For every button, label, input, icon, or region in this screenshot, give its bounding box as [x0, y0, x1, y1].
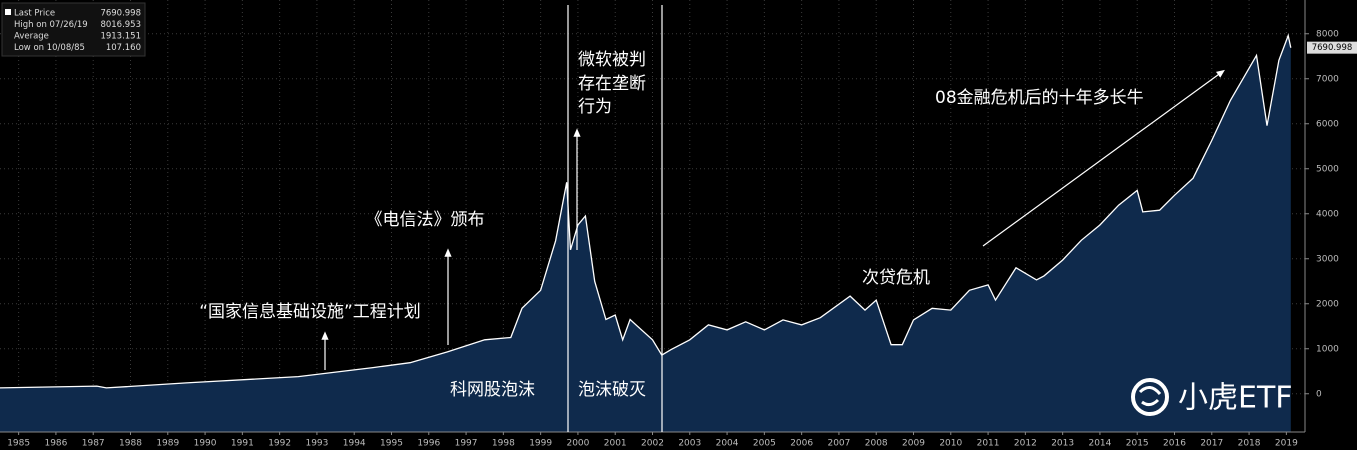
- x-tick-label: 1999: [529, 439, 552, 449]
- x-tick-label: 2000: [566, 439, 589, 449]
- x-tick-label: 2004: [716, 439, 739, 449]
- annotation: 科网股泡沫: [450, 380, 535, 400]
- area-fill: [0, 35, 1291, 432]
- x-tick-label: 2002: [641, 439, 664, 449]
- legend-value: 1913.151: [100, 32, 141, 42]
- x-tick-label: 2018: [1238, 439, 1261, 449]
- last-price-tag: [1307, 41, 1357, 54]
- x-tick-label: 1993: [305, 439, 328, 449]
- legend-name: Average: [14, 32, 49, 42]
- x-tick-label: 1986: [44, 439, 67, 449]
- annotation: “国家信息基础设施”工程计划: [199, 302, 421, 322]
- x-tick-label: 2014: [1088, 439, 1111, 449]
- arrow: [982, 69, 1225, 247]
- annotation: 次贷危机: [862, 268, 930, 288]
- x-tick-label: 1996: [417, 439, 440, 449]
- x-tick-label: 1997: [455, 439, 478, 449]
- legend-name: Low on 10/08/85: [14, 43, 85, 53]
- x-tick-label: 1990: [194, 439, 217, 449]
- price-line: [0, 33, 1292, 389]
- legend-box: [1, 2, 146, 57]
- annotation: 微软被判: [578, 50, 646, 70]
- y-tick-label: 7000: [1316, 74, 1339, 84]
- x-tick-label: 2016: [1163, 439, 1186, 449]
- y-tick-label: 8000: [1316, 29, 1339, 39]
- y-tick-label: 6000: [1316, 119, 1339, 129]
- x-tick-label: 2013: [1051, 439, 1074, 449]
- x-tick-label: 1985: [7, 439, 30, 449]
- x-tick-label: 1992: [268, 439, 291, 449]
- x-tick-label: 1987: [82, 439, 105, 449]
- logo: 小虎ETF: [1131, 378, 1293, 416]
- legend-name: High on 07/26/19: [14, 20, 88, 30]
- x-tick-label: 1989: [156, 439, 179, 449]
- y-tick-label: 5000: [1316, 164, 1339, 174]
- legend: Last Price 7690.998 High on 07/26/19 8016.9…: [1, 2, 146, 57]
- x-tick-label: 2006: [790, 439, 813, 449]
- x-tick-label: 1994: [343, 439, 366, 449]
- x-tick-label: 2008: [865, 439, 888, 449]
- y-tick-label: 3000: [1316, 254, 1339, 264]
- legend-name: Last Price: [14, 9, 55, 19]
- x-tick-label: 1998: [492, 439, 515, 449]
- y-tick-label: 0: [1316, 389, 1322, 399]
- logo-icon: [1131, 378, 1169, 416]
- x-tick-label: 2015: [1126, 439, 1149, 449]
- x-tick-label: 1988: [119, 439, 142, 449]
- x-tick-label: 2003: [678, 439, 701, 449]
- x-tick-label: 1995: [380, 439, 403, 449]
- x-tick-label: 2012: [1014, 439, 1037, 449]
- legend-value: 107.160: [106, 43, 141, 53]
- x-tick-label: 2017: [1200, 439, 1223, 449]
- legend-swatch: [5, 9, 11, 15]
- annotation: 行为: [578, 97, 612, 117]
- x-tick-label: 1991: [231, 439, 254, 449]
- annotation: 《电信法》颁布: [366, 210, 485, 230]
- x-tick-label: 2007: [827, 439, 850, 449]
- x-tick-label: 2019: [1275, 439, 1298, 449]
- legend-value: 7690.998: [100, 9, 141, 19]
- last-price-label: 7690.998: [1312, 43, 1353, 53]
- annotation: 08金融危机后的十年多长牛: [935, 88, 1144, 108]
- x-tick-label: 2010: [939, 439, 962, 449]
- x-tick-label: 2009: [902, 439, 925, 449]
- annotation: 泡沫破灭: [578, 380, 646, 400]
- y-tick-label: 4000: [1316, 209, 1339, 219]
- logo-text: 小虎ETF: [1178, 381, 1293, 416]
- y-tick-label: 1000: [1316, 344, 1339, 354]
- x-tick-label: 2005: [753, 439, 776, 449]
- x-tick-label: 2001: [604, 439, 627, 449]
- legend-value: 8016.953: [100, 20, 141, 30]
- logo-icon: [1138, 386, 1162, 407]
- y-tick-label: 2000: [1316, 299, 1339, 309]
- annotation: 存在垄断: [578, 74, 646, 94]
- x-tick-label: 2011: [977, 439, 1000, 449]
- plot: [0, 33, 1292, 432]
